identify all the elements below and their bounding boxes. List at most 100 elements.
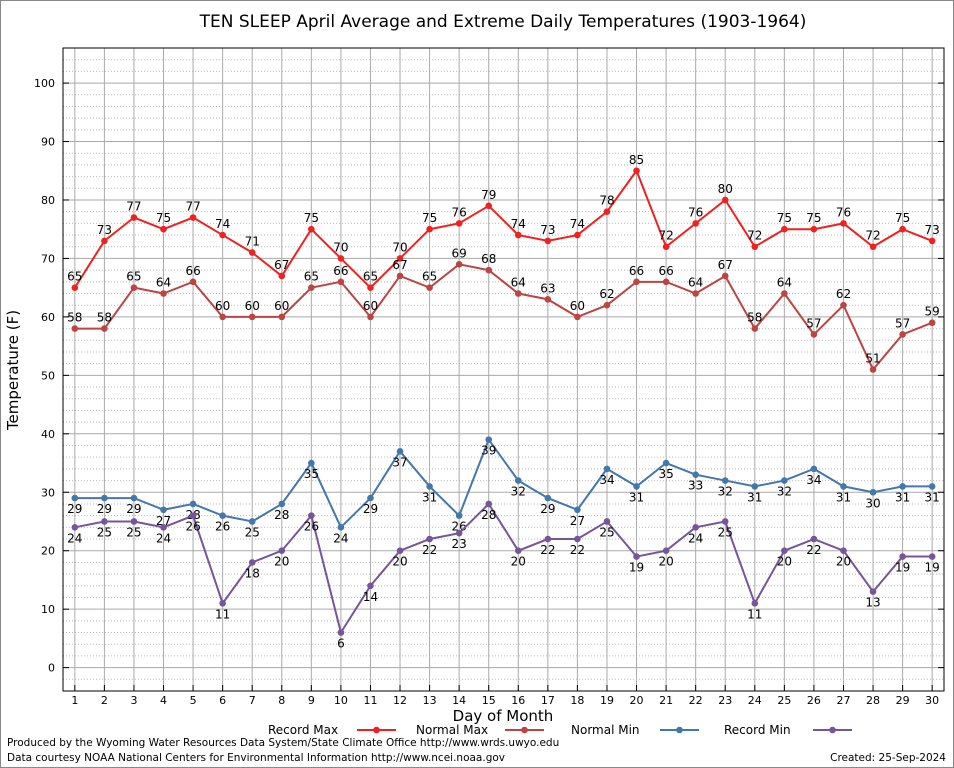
data-point bbox=[751, 243, 759, 251]
data-point bbox=[840, 547, 847, 555]
data-label: 20 bbox=[511, 555, 526, 569]
data-label: 26 bbox=[215, 520, 230, 534]
data-label: 67 bbox=[718, 258, 733, 272]
data-point bbox=[751, 600, 759, 607]
data-point bbox=[692, 471, 699, 479]
data-label: 80 bbox=[718, 182, 733, 196]
data-label: 39 bbox=[481, 444, 496, 458]
data-label: 31 bbox=[629, 490, 644, 504]
data-point bbox=[514, 290, 522, 297]
data-point bbox=[603, 465, 611, 473]
data-label: 57 bbox=[806, 316, 821, 330]
data-label: 68 bbox=[481, 252, 496, 266]
footer-data-courtesy: Data courtesy NOAA National Centers for … bbox=[7, 752, 506, 764]
data-point bbox=[308, 512, 315, 519]
data-point bbox=[396, 272, 404, 280]
data-label: 26 bbox=[185, 520, 200, 534]
data-label: 60 bbox=[274, 299, 289, 313]
data-point bbox=[721, 518, 729, 525]
x-tick-label: 30 bbox=[925, 694, 939, 707]
data-label: 65 bbox=[126, 270, 141, 284]
x-tick-label: 22 bbox=[689, 694, 703, 707]
legend-label: Normal Min bbox=[571, 723, 640, 737]
data-label: 28 bbox=[274, 508, 289, 522]
y-tick-label: 0 bbox=[48, 662, 55, 675]
data-label: 22 bbox=[540, 543, 555, 557]
data-label: 35 bbox=[658, 467, 673, 481]
data-point bbox=[219, 512, 226, 519]
data-label: 58 bbox=[747, 311, 762, 325]
data-label: 69 bbox=[452, 246, 467, 260]
data-point bbox=[160, 506, 167, 514]
data-point bbox=[751, 483, 759, 490]
y-tick-label: 30 bbox=[41, 486, 55, 499]
data-label: 64 bbox=[156, 276, 171, 290]
data-label: 30 bbox=[865, 496, 880, 510]
x-tick-label: 11 bbox=[363, 694, 377, 707]
data-point bbox=[455, 512, 463, 519]
data-point bbox=[278, 500, 286, 508]
data-label: 77 bbox=[185, 200, 200, 214]
data-point bbox=[396, 547, 404, 555]
footer-created: Created: 25-Sep-2024 bbox=[830, 752, 946, 764]
data-label: 60 bbox=[363, 299, 378, 313]
data-point bbox=[160, 225, 167, 233]
data-label: 18 bbox=[245, 566, 260, 580]
x-tick-label: 25 bbox=[777, 694, 791, 707]
data-point bbox=[248, 518, 256, 525]
data-point bbox=[485, 436, 493, 443]
data-point bbox=[101, 237, 108, 245]
plot-frame bbox=[62, 47, 945, 692]
x-tick-label: 16 bbox=[511, 694, 525, 707]
x-tick-label: 4 bbox=[160, 694, 167, 707]
data-point bbox=[248, 559, 256, 566]
x-tick-label: 27 bbox=[836, 694, 850, 707]
data-label: 75 bbox=[304, 211, 319, 225]
data-label: 73 bbox=[97, 223, 112, 237]
data-label: 74 bbox=[570, 217, 585, 231]
data-point bbox=[485, 500, 493, 508]
data-label: 11 bbox=[747, 607, 762, 621]
data-label: 19 bbox=[895, 561, 910, 575]
data-point bbox=[899, 225, 906, 233]
data-label: 60 bbox=[570, 299, 585, 313]
data-label: 78 bbox=[599, 194, 614, 208]
data-label: 31 bbox=[895, 490, 910, 504]
data-label: 25 bbox=[126, 525, 141, 539]
data-label: 24 bbox=[688, 531, 703, 545]
data-point bbox=[71, 524, 79, 531]
data-point bbox=[308, 459, 315, 467]
data-point bbox=[130, 494, 138, 502]
data-label: 13 bbox=[865, 596, 880, 610]
x-tick-label: 2 bbox=[101, 694, 108, 707]
data-label: 29 bbox=[97, 502, 112, 516]
data-point bbox=[633, 167, 640, 175]
data-label: 29 bbox=[126, 502, 141, 516]
data-point bbox=[160, 290, 167, 297]
data-label: 25 bbox=[718, 525, 733, 539]
data-label: 31 bbox=[836, 490, 851, 504]
data-point bbox=[781, 290, 788, 297]
x-tick-label: 5 bbox=[190, 694, 197, 707]
data-point bbox=[662, 547, 670, 555]
data-label: 64 bbox=[777, 276, 792, 290]
data-label: 66 bbox=[333, 264, 348, 278]
series-group: 65 73 77 75 77 74 71 67 75 70 65 70 75 76 79 74 73 74 78 85… bbox=[67, 153, 940, 651]
data-label: 20 bbox=[836, 555, 851, 569]
x-tick-label: 10 bbox=[334, 694, 348, 707]
data-label: 31 bbox=[925, 490, 940, 504]
data-point bbox=[514, 231, 522, 239]
data-label: 75 bbox=[777, 211, 792, 225]
data-label: 75 bbox=[895, 211, 910, 225]
data-label: 19 bbox=[629, 561, 644, 575]
x-tick-label: 19 bbox=[600, 694, 614, 707]
data-label: 60 bbox=[245, 299, 260, 313]
x-tick-label: 21 bbox=[659, 694, 673, 707]
data-point bbox=[692, 220, 699, 227]
data-label: 14 bbox=[363, 590, 378, 604]
legend-label: Record Max bbox=[268, 723, 338, 737]
data-point bbox=[426, 284, 433, 291]
data-point bbox=[899, 331, 906, 338]
data-point bbox=[692, 290, 699, 297]
legend-label: Record Min bbox=[724, 723, 791, 737]
